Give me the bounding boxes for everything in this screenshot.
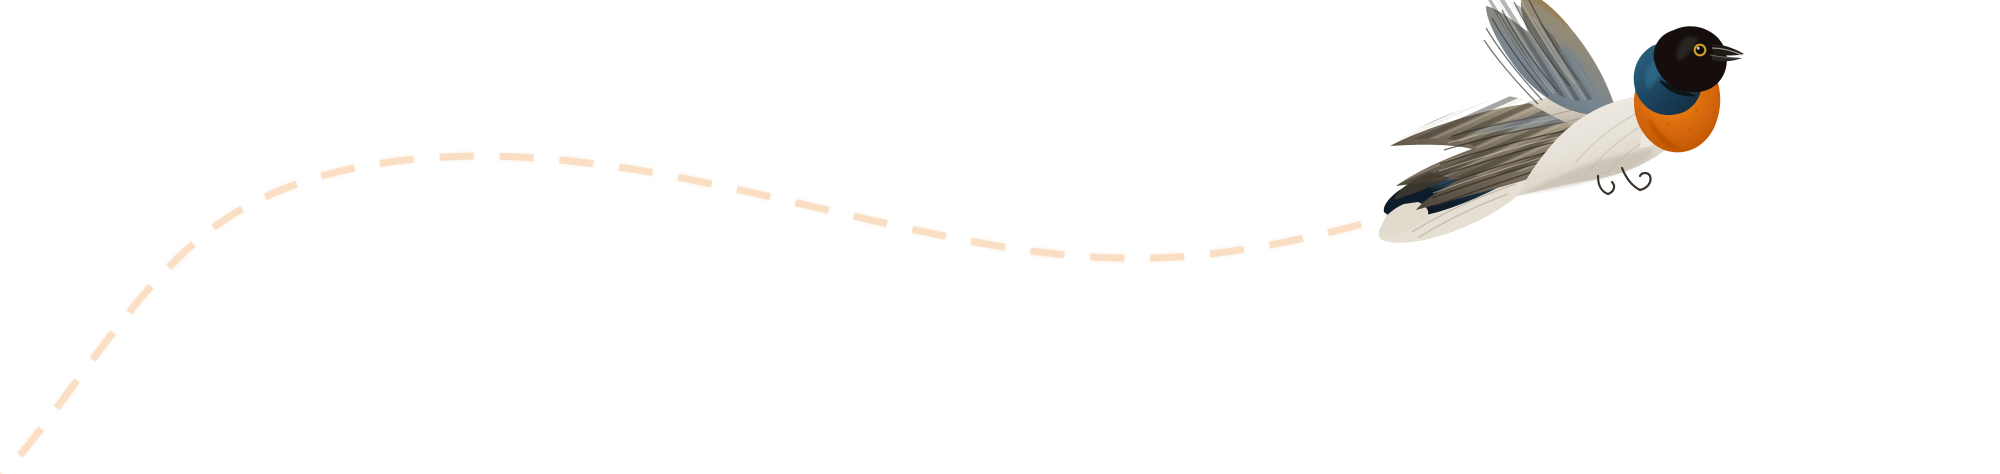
throat-deep-shadow xyxy=(1648,118,1680,150)
nape-edge xyxy=(1660,80,1696,97)
beak-gape-line xyxy=(1709,54,1741,59)
upper-wing-feather-quills xyxy=(1483,0,1579,105)
bird-figure xyxy=(1378,0,1744,243)
bird-eye xyxy=(1693,43,1707,57)
flight-path-glow xyxy=(0,151,1402,474)
flight-path-trail xyxy=(0,151,1402,474)
bird-head xyxy=(1633,26,1744,116)
bird-beak xyxy=(1709,44,1744,62)
bird-feet xyxy=(1596,166,1652,196)
lower-wing-tip-shadow xyxy=(1394,172,1450,200)
foot-leg-rear xyxy=(1596,174,1610,196)
head-black-mask xyxy=(1653,26,1727,93)
head-mask-sheen xyxy=(1676,36,1698,62)
eye-glint xyxy=(1696,46,1700,50)
belly-shadow xyxy=(1522,148,1653,194)
upper-wing-feather-highlights xyxy=(1497,0,1575,95)
foot-leg-front xyxy=(1620,166,1642,192)
flight-path-dashed-line xyxy=(0,152,1401,474)
upper-wing-sheen xyxy=(1560,44,1598,102)
eye-pupil xyxy=(1695,45,1705,55)
beak-highlight-line xyxy=(1711,47,1743,56)
foot-claw-front xyxy=(1638,171,1652,192)
foot-claw-rear xyxy=(1606,180,1616,196)
tail-outer-white-tip xyxy=(1381,202,1429,235)
